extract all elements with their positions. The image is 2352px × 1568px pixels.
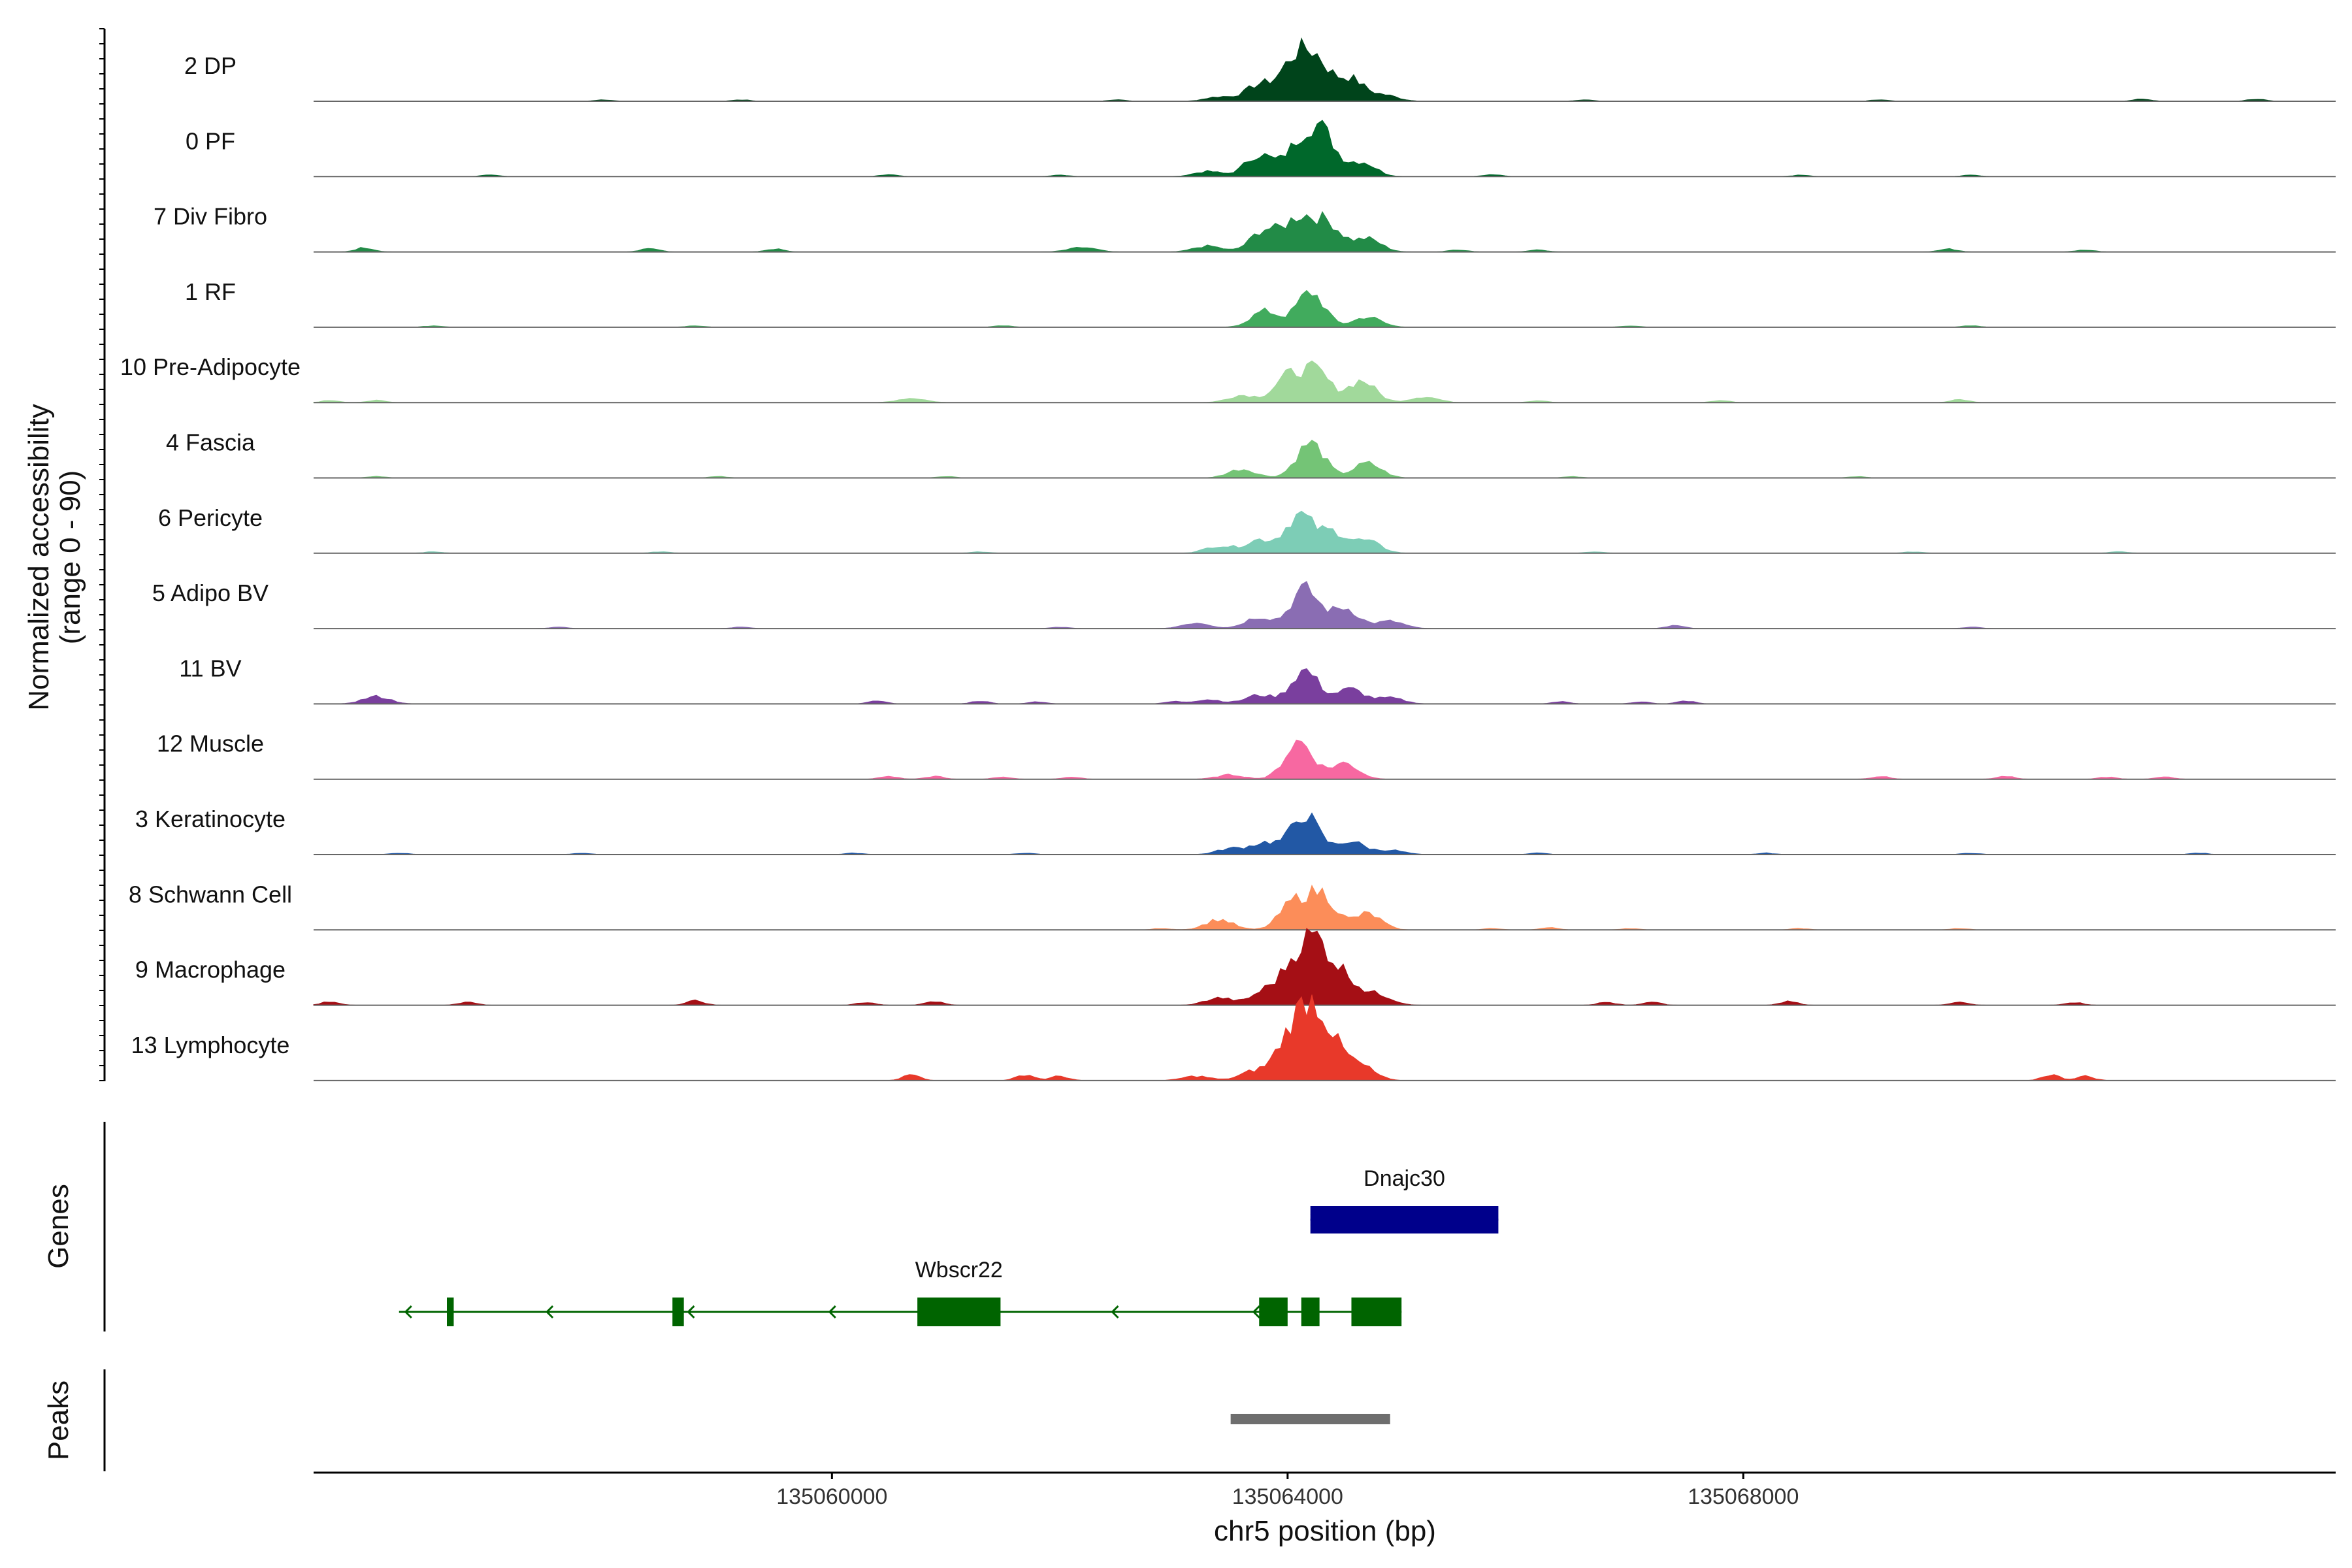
x-tick-label: 135064000	[1232, 1484, 1343, 1509]
y-axis-title: Normalized accessibility	[23, 404, 55, 710]
track-signal	[314, 289, 2336, 328]
track-1: 0 PF	[186, 120, 2336, 178]
peak-track	[1230, 1414, 1390, 1424]
track-signal	[313, 928, 2336, 1006]
peak-region	[1230, 1414, 1390, 1424]
strand-arrow	[828, 1305, 836, 1319]
track-label: 11 BV	[179, 655, 241, 681]
track-signal	[314, 37, 2336, 102]
gene-track: Dnajc30 Wbscr22	[399, 1166, 1499, 1326]
track-3: 1 RF	[185, 278, 2336, 328]
track-5: 4 Fascia	[166, 429, 2336, 479]
genes-track-label: Genes	[42, 1184, 74, 1269]
track-signal	[314, 668, 2336, 704]
track-label: 2 DP	[184, 52, 237, 79]
track-label: 4 Fascia	[166, 429, 255, 456]
track-signal	[314, 994, 2336, 1081]
strand-arrow	[1111, 1305, 1119, 1319]
gene-wbscr22: Wbscr22	[399, 1258, 1402, 1326]
gene-exon	[1310, 1206, 1499, 1233]
track-label: 0 PF	[186, 127, 235, 154]
track-label: 13 Lymphocyte	[131, 1032, 290, 1058]
gene-exon	[1351, 1298, 1402, 1326]
track-7: 5 Adipo BV	[152, 580, 2336, 630]
gene-exon	[672, 1298, 684, 1326]
track-4: 10 Pre-Adipocyte	[120, 353, 2336, 404]
gene-dnajc30: Dnajc30	[1310, 1166, 1499, 1233]
x-axis-title: chr5 position (bp)	[1214, 1515, 1436, 1547]
track-label: 5 Adipo BV	[152, 580, 269, 606]
track-13: 13 Lymphocyte	[131, 994, 2336, 1081]
gene-exon	[1301, 1298, 1320, 1326]
track-label: 9 Macrophage	[135, 956, 286, 983]
track-signal	[314, 120, 2336, 177]
track-signal	[314, 812, 2336, 855]
track-10: 3 Keratinocyte	[135, 806, 2336, 855]
coverage-tracks: 2 DP 0 PF 7 Div Fibro 1 RF 10 Pre-Adipocyte 4…	[120, 37, 2336, 1081]
gene-exon	[447, 1298, 454, 1326]
track-0: 2 DP	[184, 37, 2336, 102]
gene-label: Wbscr22	[915, 1258, 1003, 1282]
strand-arrow	[687, 1305, 695, 1319]
track-label: 1 RF	[185, 278, 236, 305]
gene-label: Dnajc30	[1364, 1166, 1445, 1191]
track-signal	[313, 360, 2336, 403]
strand-arrow	[545, 1305, 554, 1319]
strand-arrow	[1252, 1305, 1260, 1319]
x-tick-label: 135068000	[1688, 1484, 1799, 1509]
track-signal	[314, 740, 2336, 780]
track-2: 7 Div Fibro	[154, 203, 2336, 253]
track-12: 9 Macrophage	[135, 928, 2336, 1006]
track-label: 8 Schwann Cell	[129, 881, 292, 907]
track-signal	[314, 581, 2336, 629]
gene-exon	[917, 1298, 1001, 1326]
strand-arrow	[404, 1305, 412, 1319]
y-axis-range: (range 0 - 90)	[54, 470, 86, 645]
y-axis-label: Normalized accessibility (range 0 - 90)	[23, 404, 86, 710]
gene-exon	[1259, 1298, 1288, 1326]
track-6: 6 Pericyte	[158, 504, 2336, 554]
track-signal	[314, 884, 2336, 930]
track-label: 10 Pre-Adipocyte	[120, 353, 301, 380]
track-label: 3 Keratinocyte	[135, 806, 286, 832]
track-signal	[314, 440, 2336, 478]
accessibility-y-ticks	[99, 28, 105, 1081]
track-11: 8 Schwann Cell	[129, 881, 2336, 931]
track-label: 6 Pericyte	[158, 504, 263, 531]
track-label: 12 Muscle	[157, 730, 264, 757]
track-signal	[314, 210, 2336, 253]
track-8: 11 BV	[179, 655, 2336, 705]
track-signal	[314, 510, 2336, 554]
x-tick-label: 135060000	[776, 1484, 887, 1509]
track-label: 7 Div Fibro	[154, 203, 267, 230]
x-axis-ticks: 135060000 135064000 135068000	[776, 1473, 1799, 1509]
track-9: 12 Muscle	[157, 730, 2336, 780]
peaks-track-label: Peaks	[42, 1380, 74, 1460]
